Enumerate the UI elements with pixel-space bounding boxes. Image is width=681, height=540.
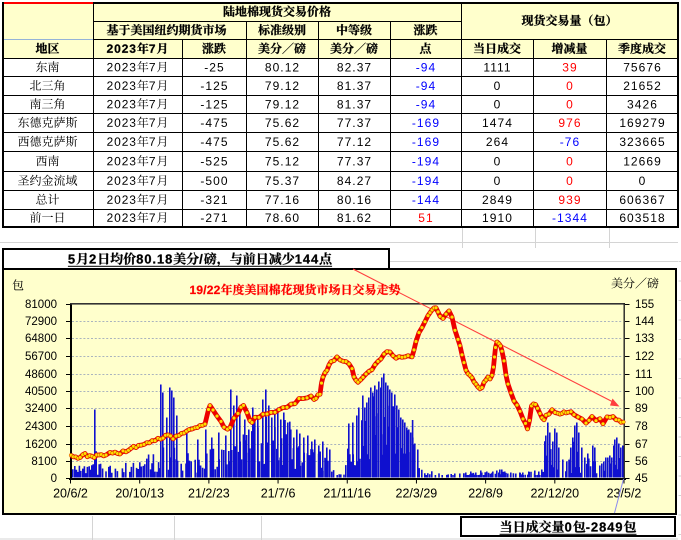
svg-text:80.12: 80.12: [265, 60, 300, 74]
svg-text:-94: -94: [416, 97, 437, 111]
svg-text:24300: 24300: [25, 421, 57, 433]
svg-text:80.16: 80.16: [337, 193, 372, 207]
svg-text:48600: 48600: [25, 369, 57, 381]
svg-text:75.12: 75.12: [265, 154, 300, 168]
svg-text:1111: 1111: [483, 60, 511, 74]
svg-text:2849: 2849: [482, 193, 513, 207]
svg-text:0: 0: [494, 174, 502, 188]
svg-text:603518: 603518: [619, 211, 665, 225]
svg-text:939: 939: [558, 193, 581, 207]
svg-text:21/2/23: 21/2/23: [188, 487, 230, 501]
svg-text:3426: 3426: [627, 97, 658, 111]
svg-text:0: 0: [566, 79, 574, 93]
svg-text:20/10/13: 20/10/13: [115, 487, 164, 501]
svg-text:22/8/9: 22/8/9: [468, 487, 503, 501]
svg-text:0: 0: [566, 97, 574, 111]
svg-text:81.62: 81.62: [337, 211, 372, 225]
svg-text:20/6/2: 20/6/2: [53, 487, 88, 501]
svg-text:-194: -194: [412, 174, 440, 188]
svg-text:75.62: 75.62: [265, 116, 300, 130]
svg-text:78: 78: [635, 421, 648, 433]
svg-text:-169: -169: [412, 135, 440, 149]
svg-text:72900: 72900: [25, 316, 57, 328]
svg-text:21/11/16: 21/11/16: [323, 487, 371, 501]
svg-text:21/7/6: 21/7/6: [261, 487, 296, 501]
svg-text:122: 122: [635, 351, 654, 363]
svg-text:-94: -94: [416, 60, 437, 74]
svg-text:0: 0: [494, 154, 502, 168]
svg-text:40500: 40500: [25, 386, 57, 398]
svg-text:111: 111: [635, 369, 652, 381]
svg-text:144: 144: [635, 316, 655, 328]
svg-text:77.37: 77.37: [337, 154, 372, 168]
svg-text:51: 51: [418, 211, 433, 225]
svg-text:169279: 169279: [619, 116, 665, 130]
svg-text:22/12/20: 22/12/20: [530, 487, 579, 501]
svg-text:133: 133: [635, 333, 654, 345]
svg-text:-125: -125: [200, 97, 228, 111]
svg-text:-94: -94: [416, 79, 437, 93]
svg-text:77.16: 77.16: [265, 193, 300, 207]
svg-text:39: 39: [562, 60, 577, 74]
svg-text:75676: 75676: [623, 60, 662, 74]
svg-text:0: 0: [566, 154, 574, 168]
svg-text:82.37: 82.37: [337, 60, 372, 74]
svg-text:0: 0: [639, 174, 647, 188]
svg-text:75.37: 75.37: [265, 174, 300, 188]
svg-text:-525: -525: [200, 154, 228, 168]
svg-text:79.12: 79.12: [265, 97, 300, 111]
svg-text:0: 0: [51, 473, 57, 485]
svg-text:67: 67: [635, 439, 648, 451]
svg-text:-321: -321: [200, 193, 228, 207]
svg-text:-169: -169: [412, 116, 440, 130]
svg-text:84.27: 84.27: [337, 174, 372, 188]
svg-text:75.62: 75.62: [265, 135, 300, 149]
svg-text:100: 100: [635, 386, 654, 398]
svg-text:155: 155: [635, 299, 654, 311]
svg-text:77.37: 77.37: [337, 116, 372, 130]
svg-text:23/5/2: 23/5/2: [607, 487, 642, 501]
svg-text:0: 0: [494, 79, 502, 93]
svg-text:79.12: 79.12: [265, 79, 300, 93]
svg-text:-125: -125: [200, 79, 228, 93]
svg-text:-1344: -1344: [552, 211, 588, 225]
svg-text:8100: 8100: [31, 456, 57, 468]
svg-text:0: 0: [494, 97, 502, 111]
svg-text:56700: 56700: [25, 351, 57, 363]
svg-text:-144: -144: [412, 193, 440, 207]
svg-text:-76: -76: [560, 135, 581, 149]
svg-text:-194: -194: [412, 154, 440, 168]
svg-text:21652: 21652: [623, 79, 662, 93]
svg-text:45: 45: [635, 473, 648, 485]
svg-text:81000: 81000: [25, 299, 57, 311]
svg-text:22/3/29: 22/3/29: [396, 487, 438, 501]
svg-text:323665: 323665: [619, 135, 665, 149]
svg-text:-475: -475: [200, 116, 228, 130]
svg-text:78.60: 78.60: [265, 211, 300, 225]
svg-text:81.37: 81.37: [337, 97, 372, 111]
svg-text:56: 56: [635, 456, 648, 468]
svg-text:12669: 12669: [623, 154, 662, 168]
svg-text:32400: 32400: [25, 403, 57, 415]
svg-text:16200: 16200: [25, 439, 57, 451]
svg-text:77.12: 77.12: [337, 135, 372, 149]
svg-text:0: 0: [566, 174, 574, 188]
svg-text:89: 89: [635, 403, 648, 415]
svg-text:1910: 1910: [482, 211, 513, 225]
svg-text:-500: -500: [200, 174, 228, 188]
svg-text:1474: 1474: [482, 116, 513, 130]
svg-text:64800: 64800: [25, 333, 57, 345]
svg-text:-25: -25: [204, 60, 225, 74]
svg-text:264: 264: [486, 135, 509, 149]
svg-text:976: 976: [558, 116, 581, 130]
svg-text:81.37: 81.37: [337, 79, 372, 93]
svg-text:-271: -271: [200, 211, 228, 225]
svg-text:606367: 606367: [619, 193, 665, 207]
svg-text:-475: -475: [200, 135, 228, 149]
